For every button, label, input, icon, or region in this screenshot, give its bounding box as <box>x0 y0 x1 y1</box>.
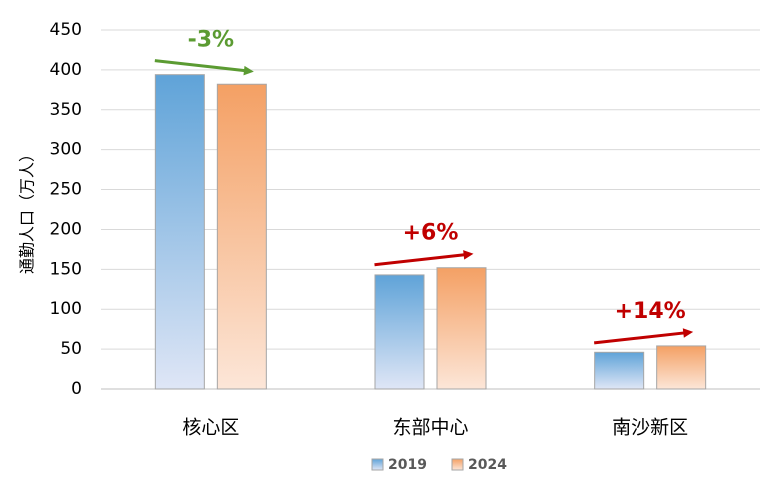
y-tick-label: 100 <box>50 299 82 319</box>
x-tick-label: 南沙新区 <box>612 417 688 439</box>
y-tick-label: 50 <box>60 339 82 359</box>
x-tick-label: 东部中心 <box>392 417 468 439</box>
change-arrow <box>154 59 247 73</box>
change-arrow-head <box>682 328 694 338</box>
change-arrow <box>594 331 686 345</box>
change-arrow-head <box>243 65 254 76</box>
bar <box>594 351 645 390</box>
y-tick-label: 150 <box>50 259 82 279</box>
change-label: +14% <box>615 299 686 324</box>
bar <box>154 74 205 390</box>
y-tick-label: 300 <box>50 140 82 160</box>
change-label: -3% <box>188 28 234 53</box>
y-tick-label: 450 <box>50 20 82 40</box>
bar <box>656 345 707 390</box>
y-tick-label: 0 <box>71 379 82 399</box>
legend-swatch <box>451 458 464 471</box>
bar <box>216 83 267 390</box>
change-arrow-head <box>463 250 474 260</box>
legend-label: 2024 <box>468 457 507 473</box>
bar <box>436 267 487 390</box>
y-tick-label: 200 <box>50 219 82 239</box>
y-axis-label: 通勤人口（万人） <box>18 146 37 274</box>
legend-label: 2019 <box>388 457 427 473</box>
y-tick-label: 250 <box>50 180 82 200</box>
y-tick-label: 350 <box>50 100 82 120</box>
y-tick-label: 400 <box>50 60 82 80</box>
bar <box>374 274 425 390</box>
change-label: +6% <box>403 221 459 246</box>
legend-swatch <box>371 458 384 471</box>
change-arrow <box>374 253 466 267</box>
x-tick-label: 核心区 <box>182 417 239 439</box>
